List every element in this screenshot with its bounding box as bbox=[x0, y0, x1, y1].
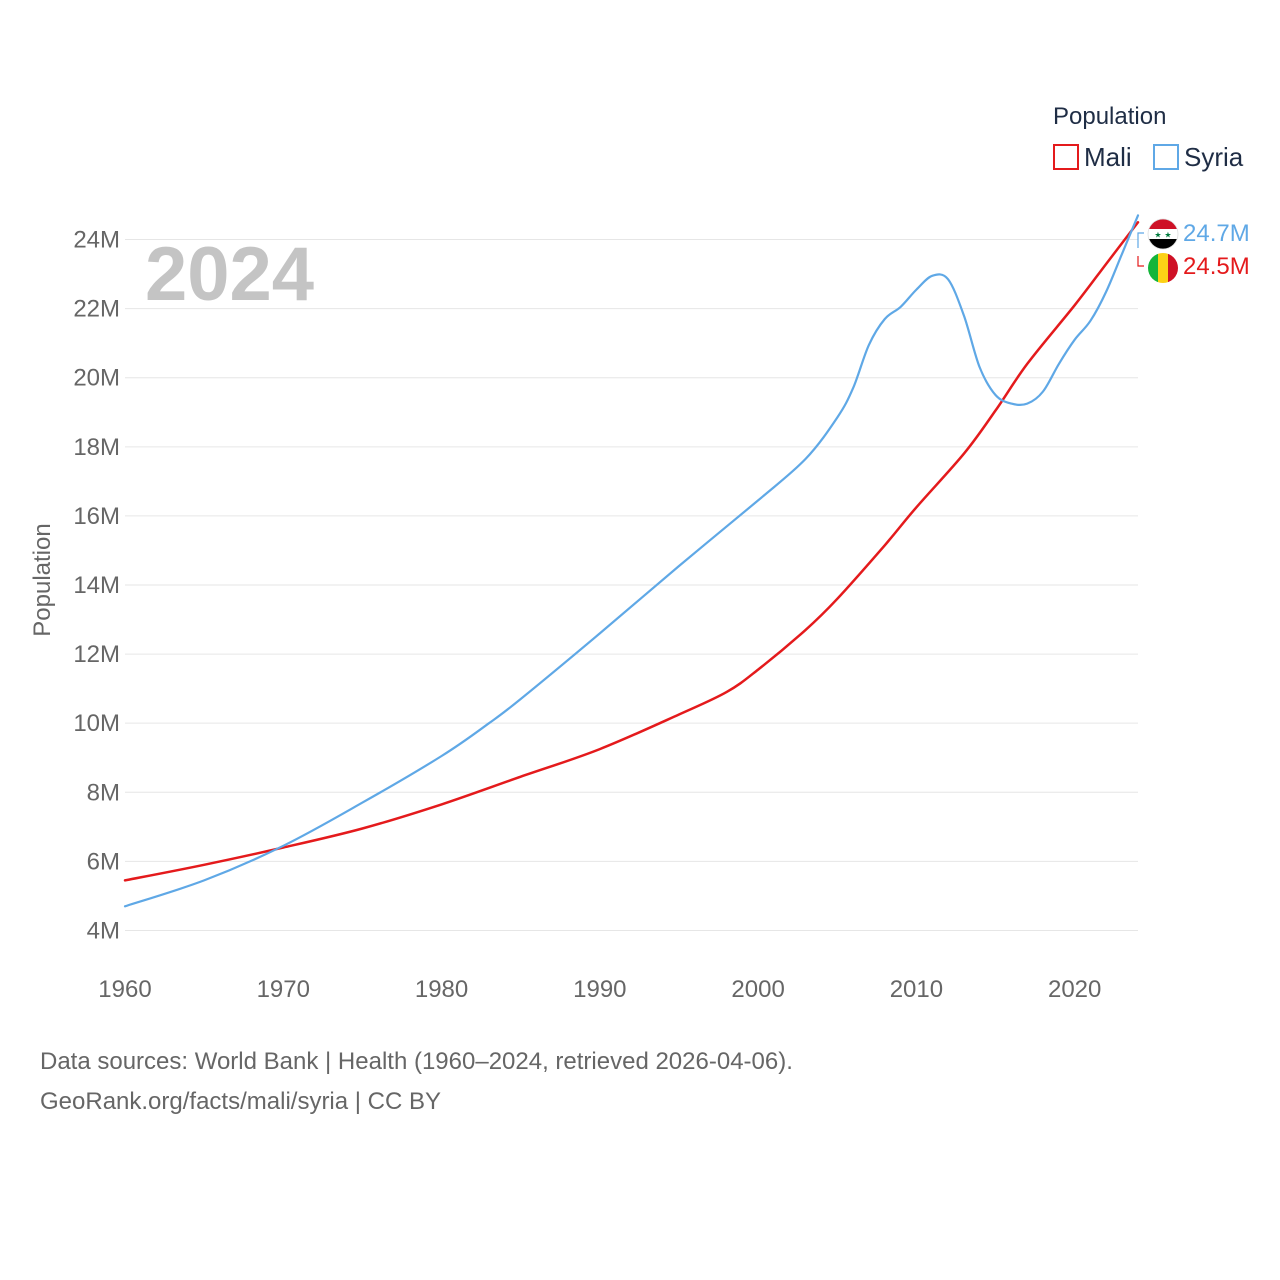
grid-lines bbox=[125, 239, 1138, 931]
legend-item-mali[interactable]: Mali bbox=[1053, 142, 1132, 172]
legend-title: Population bbox=[1053, 103, 1166, 130]
year-label: 2024 bbox=[145, 232, 314, 317]
x-tick-label: 1960 bbox=[98, 976, 151, 1003]
legend-label-syria: Syria bbox=[1184, 142, 1244, 172]
mali-flag-icon bbox=[1148, 253, 1178, 283]
end-labels: ★ ★ 24.7M 24.5M bbox=[1137, 218, 1250, 283]
legend-swatch-mali bbox=[1053, 144, 1079, 170]
x-tick-label: 2000 bbox=[731, 976, 784, 1003]
data-sources-note: Data sources: World Bank | Health (1960–… bbox=[40, 1048, 793, 1075]
series-lines bbox=[123, 214, 1140, 908]
syria-flag-icon: ★ ★ bbox=[1147, 218, 1179, 250]
legend-label-mali: Mali bbox=[1084, 142, 1132, 172]
y-tick-label: 22M bbox=[73, 296, 120, 323]
footer: Data sources: World Bank | Health (1960–… bbox=[40, 1042, 793, 1122]
y-tick-label: 4M bbox=[87, 917, 120, 944]
y-tick-label: 8M bbox=[87, 779, 120, 806]
y-tick-label: 16M bbox=[73, 503, 120, 530]
y-tick-label: 18M bbox=[73, 434, 120, 461]
x-axis-ticks: 1960 1970 1980 1990 2000 2010 2020 bbox=[98, 976, 1101, 1003]
legend-item-syria[interactable]: Syria bbox=[1153, 142, 1244, 172]
series-line-mali[interactable] bbox=[123, 221, 1140, 882]
y-tick-label: 10M bbox=[73, 710, 120, 737]
y-axis-ticks: 4M 6M 8M 10M 12M 14M 16M 18M 20M 22M 24M bbox=[73, 227, 120, 945]
legend: Population Mali Syria bbox=[1053, 103, 1244, 172]
series-line-syria[interactable] bbox=[123, 214, 1140, 908]
y-tick-label: 14M bbox=[73, 572, 120, 599]
svg-text:★: ★ bbox=[1154, 231, 1161, 240]
mali-label-connector bbox=[1137, 256, 1144, 267]
attribution-link[interactable]: GeoRank.org/facts/mali/syria | CC BY bbox=[40, 1088, 442, 1115]
x-tick-label: 2010 bbox=[890, 976, 943, 1003]
mali-end-label: 24.5M bbox=[1183, 253, 1250, 280]
syria-end-label: 24.7M bbox=[1183, 220, 1250, 247]
legend-swatch-syria bbox=[1153, 144, 1179, 170]
y-axis-title: Population bbox=[29, 523, 56, 636]
y-tick-label: 12M bbox=[73, 641, 120, 668]
x-tick-label: 1970 bbox=[257, 976, 310, 1003]
svg-text:★: ★ bbox=[1164, 231, 1171, 240]
syria-label-connector bbox=[1137, 232, 1144, 248]
y-tick-label: 24M bbox=[73, 227, 120, 254]
y-tick-label: 20M bbox=[73, 365, 120, 392]
y-tick-label: 6M bbox=[87, 848, 120, 875]
x-tick-label: 1980 bbox=[415, 976, 468, 1003]
x-tick-label: 1990 bbox=[573, 976, 626, 1003]
x-tick-label: 2020 bbox=[1048, 976, 1101, 1003]
